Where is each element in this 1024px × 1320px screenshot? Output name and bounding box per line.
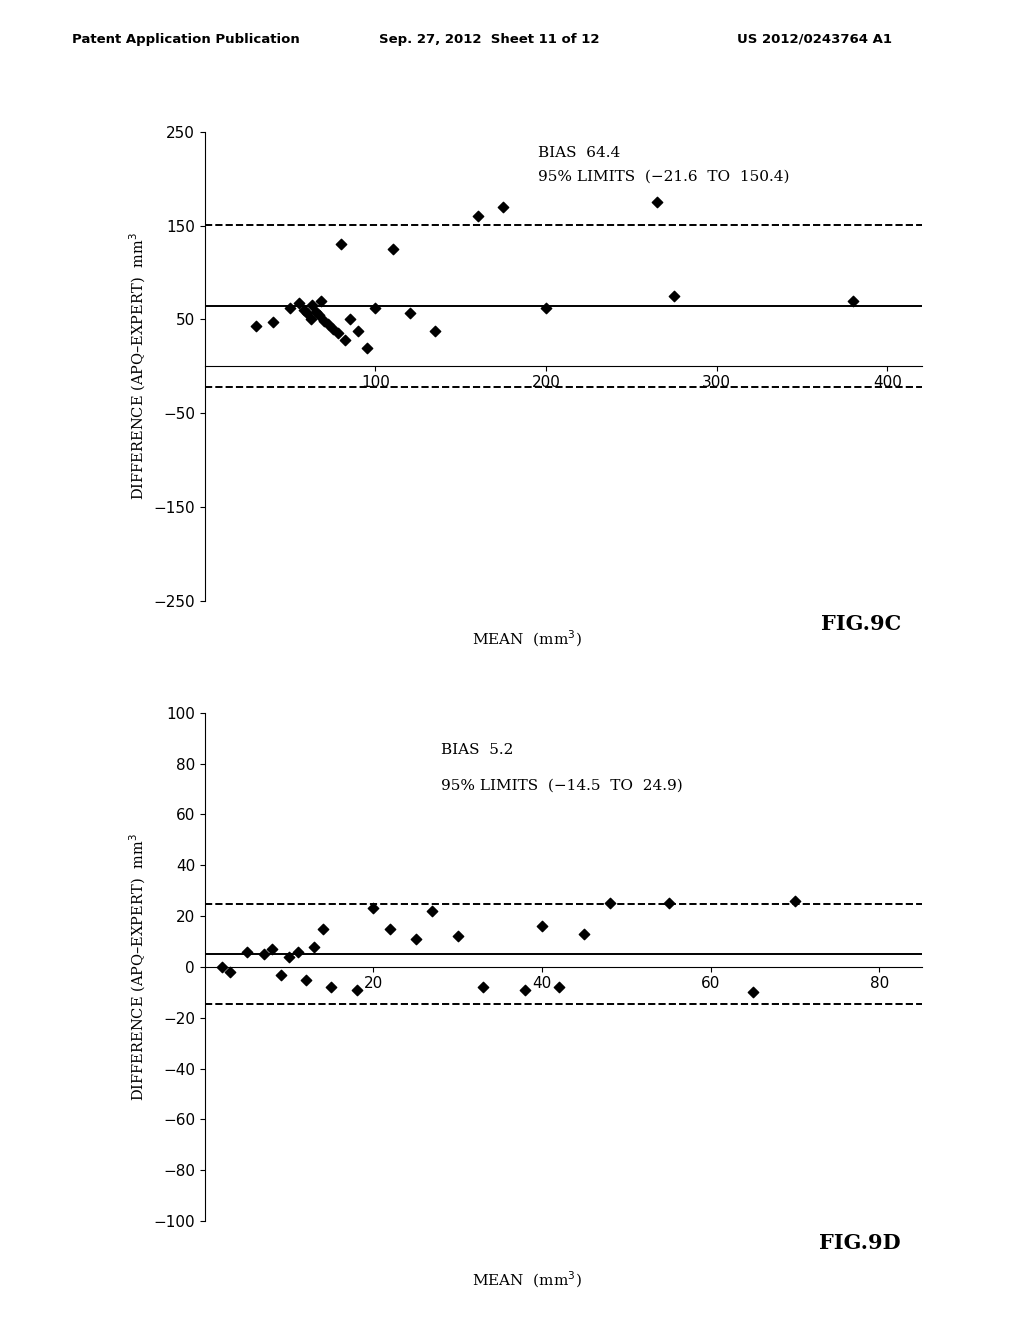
Point	[538, 297, 554, 318]
Point	[312, 290, 329, 312]
Point	[470, 206, 486, 227]
Point	[239, 941, 255, 962]
Point	[666, 285, 682, 306]
Point	[213, 956, 229, 977]
Point	[534, 916, 550, 937]
Point	[786, 890, 803, 911]
Point	[291, 292, 307, 313]
Text: FIG.9C: FIG.9C	[821, 614, 901, 634]
Point	[744, 982, 761, 1003]
Point	[845, 290, 861, 312]
Point	[577, 923, 593, 944]
Point	[248, 315, 264, 337]
Point	[427, 321, 443, 342]
Text: Patent Application Publication: Patent Application Publication	[72, 33, 299, 46]
Point	[517, 979, 534, 1001]
Text: 95% LIMITS  (−14.5  TO  24.9): 95% LIMITS (−14.5 TO 24.9)	[441, 779, 683, 793]
Point	[307, 301, 324, 322]
Point	[450, 925, 466, 946]
Text: Sep. 27, 2012  Sheet 11 of 12: Sep. 27, 2012 Sheet 11 of 12	[379, 33, 599, 46]
Point	[333, 234, 349, 255]
Point	[424, 900, 440, 921]
Point	[302, 309, 318, 330]
Point	[408, 928, 424, 949]
Point	[551, 977, 567, 998]
Y-axis label: DIFFERENCE (APQ–EXPERT)  mm$^3$: DIFFERENCE (APQ–EXPERT) mm$^3$	[128, 833, 147, 1101]
Point	[304, 294, 321, 315]
X-axis label: MEAN  (mm$^3$): MEAN (mm$^3$)	[472, 628, 583, 649]
Point	[290, 941, 306, 962]
Point	[382, 919, 398, 940]
Point	[264, 939, 281, 960]
Point	[265, 312, 282, 333]
Point	[298, 969, 314, 990]
Point	[330, 323, 346, 345]
Point	[649, 191, 666, 213]
Point	[316, 310, 333, 331]
Text: BIAS  64.4: BIAS 64.4	[538, 147, 620, 160]
Point	[272, 964, 289, 985]
Point	[496, 197, 512, 218]
Point	[222, 961, 239, 982]
Point	[384, 239, 400, 260]
Point	[601, 892, 617, 913]
Point	[281, 946, 297, 968]
Text: FIG.9D: FIG.9D	[819, 1233, 901, 1253]
Text: BIAS  5.2: BIAS 5.2	[441, 743, 513, 758]
Point	[306, 936, 323, 957]
Point	[348, 979, 365, 1001]
Point	[401, 302, 418, 323]
Point	[358, 337, 375, 358]
Point	[311, 304, 328, 325]
Point	[366, 898, 382, 919]
X-axis label: MEAN  (mm$^3$): MEAN (mm$^3$)	[472, 1270, 583, 1290]
Point	[319, 314, 336, 335]
Point	[660, 892, 677, 913]
Point	[299, 302, 315, 323]
Text: 95% LIMITS  (−21.6  TO  150.4): 95% LIMITS (−21.6 TO 150.4)	[538, 169, 790, 183]
Point	[475, 977, 492, 998]
Point	[282, 297, 298, 318]
Point	[368, 297, 384, 318]
Point	[350, 321, 367, 342]
Y-axis label: DIFFERENCE (APQ–EXPERT)  mm$^3$: DIFFERENCE (APQ–EXPERT) mm$^3$	[128, 232, 147, 500]
Point	[325, 318, 341, 339]
Point	[337, 330, 353, 351]
Point	[296, 300, 312, 321]
Point	[324, 977, 340, 998]
Text: US 2012/0243764 A1: US 2012/0243764 A1	[737, 33, 892, 46]
Point	[342, 309, 358, 330]
Point	[256, 944, 272, 965]
Point	[314, 919, 331, 940]
